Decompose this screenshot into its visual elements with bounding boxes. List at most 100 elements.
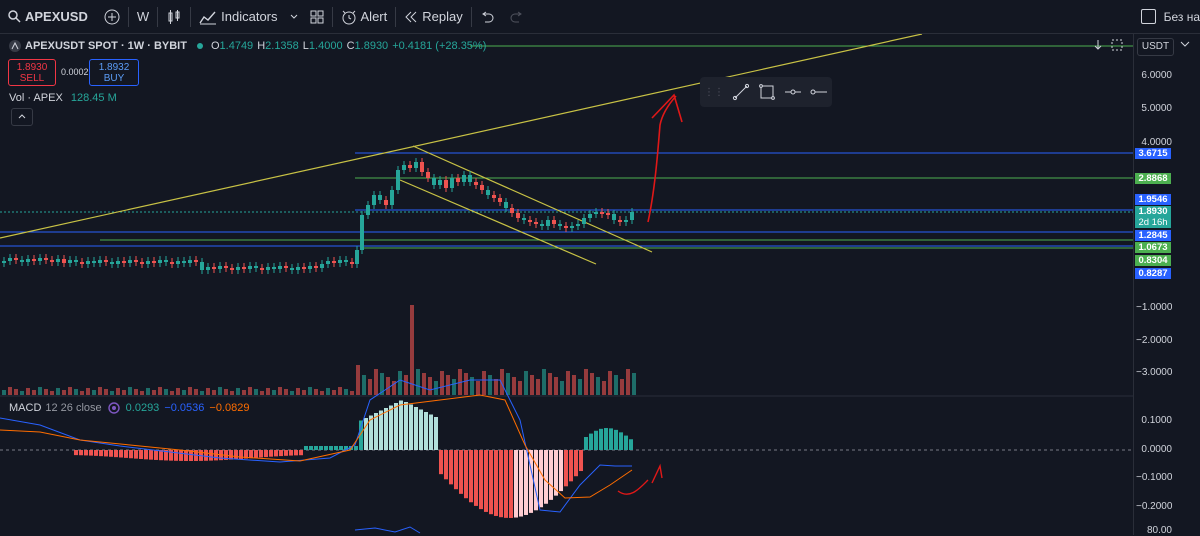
replay-button[interactable]: Replay	[396, 0, 470, 33]
histogram-bar	[214, 450, 218, 461]
redo-button[interactable]	[502, 0, 532, 33]
trendline-tool-icon[interactable]	[732, 83, 750, 101]
volume-bar	[134, 389, 138, 395]
drag-handle-icon[interactable]: ⋮⋮	[704, 86, 724, 98]
chevron-down-icon[interactable]	[1180, 40, 1190, 48]
volume-bar	[464, 373, 468, 395]
histogram-bar	[179, 450, 183, 461]
price-chart[interactable]	[0, 34, 1133, 535]
histogram-bar	[564, 450, 568, 487]
volume-bar	[578, 379, 582, 395]
interval-button[interactable]: W	[129, 0, 157, 33]
legend-low: 1.4000	[308, 40, 343, 52]
collapse-legend-button[interactable]	[11, 108, 33, 126]
histogram-bar	[79, 450, 83, 456]
volume-bar	[284, 389, 288, 395]
histogram-bar	[184, 450, 188, 461]
volume-bar	[254, 389, 258, 395]
channel-line-lower[interactable]	[399, 179, 597, 265]
drawing-toolbar[interactable]: ⋮⋮	[700, 77, 832, 107]
legend-open: 1.4749	[219, 40, 254, 52]
histogram-bar	[319, 446, 323, 450]
chart-type-button[interactable]	[158, 0, 190, 33]
sell-button[interactable]: 1.8930 SELL	[8, 59, 56, 86]
histogram-bar	[284, 450, 288, 456]
candle-body	[164, 260, 168, 262]
histogram-bar	[499, 450, 503, 518]
last-price-label: 1.8930	[1135, 206, 1171, 217]
download-icon[interactable]	[1092, 38, 1104, 52]
macd-label[interactable]: MACD	[9, 402, 42, 414]
alert-button[interactable]: Alert	[333, 0, 396, 33]
candle-body	[128, 260, 132, 263]
volume-bar	[212, 390, 216, 395]
layout-button[interactable]	[302, 0, 332, 33]
volume-bar	[8, 387, 12, 395]
macd-settings-icon[interactable]	[107, 402, 120, 414]
candle-body	[468, 175, 472, 182]
legend-title[interactable]: APEXUSDT SPOT · 1W · BYBIT	[25, 40, 187, 52]
histogram-bar	[414, 407, 418, 450]
scale-tick: −0.1000	[1136, 472, 1173, 483]
volume-bar	[230, 391, 234, 395]
horizontal-ray-tool-icon[interactable]	[810, 83, 828, 101]
candle-body	[212, 267, 216, 269]
candle-body	[414, 162, 418, 168]
candle-body	[558, 224, 562, 226]
candle-body	[194, 260, 198, 262]
price-scale[interactable]	[1133, 34, 1200, 535]
volume-bar	[344, 389, 348, 395]
buy-button[interactable]: 1.8932 BUY	[89, 59, 139, 86]
volume-legend: Vol · APEX 128.45 M	[9, 92, 117, 104]
volume-bar	[392, 381, 396, 395]
symbol-logo-icon	[9, 40, 21, 52]
macd-histogram-value: 0.0293	[125, 402, 160, 414]
histogram-bar	[574, 450, 578, 477]
channel-line-upper[interactable]	[412, 145, 653, 253]
candle-body	[200, 262, 204, 270]
candle-body	[98, 260, 102, 263]
candle-body	[170, 262, 174, 264]
histogram-bar	[109, 450, 113, 457]
spread-value: 0.0002	[61, 67, 89, 77]
volume-bar	[506, 373, 510, 395]
annotation-arrowhead	[651, 93, 683, 123]
compare-symbol-button[interactable]	[96, 0, 128, 33]
volume-bar	[152, 390, 156, 395]
candle-body	[74, 260, 78, 262]
trendline[interactable]	[0, 34, 923, 239]
volume-bar	[386, 377, 390, 395]
interval-label: W	[136, 9, 150, 24]
volume-label[interactable]: Vol · APEX	[9, 92, 63, 104]
candle-body	[630, 212, 634, 220]
candle-body	[50, 260, 54, 262]
indicators-button[interactable]: Indicators	[191, 0, 285, 33]
volume-bar	[26, 388, 30, 395]
candle-body	[56, 259, 60, 262]
symbol-search-button[interactable]: APEXUSD	[0, 0, 96, 33]
histogram-bar	[504, 450, 508, 518]
indicators-dropdown[interactable]	[286, 0, 302, 33]
histogram-bar	[249, 450, 253, 459]
volume-bar	[218, 387, 222, 395]
histogram-bar	[509, 450, 513, 518]
add-circle-icon	[104, 9, 120, 24]
histogram-bar	[514, 450, 518, 518]
rectangle-tool-icon[interactable]	[758, 83, 776, 101]
checkbox[interactable]	[1140, 9, 1156, 24]
volume-bar	[32, 390, 36, 395]
histogram-bar	[604, 428, 608, 450]
horizontal-line-tool-icon[interactable]	[784, 83, 802, 101]
volume-bar	[452, 379, 456, 395]
candle-body	[576, 224, 580, 226]
undo-button[interactable]	[472, 0, 502, 33]
scale-tick: 0.0000	[1141, 444, 1172, 455]
candles	[2, 158, 634, 274]
candle-body	[390, 190, 394, 205]
fullscreen-icon[interactable]	[1110, 38, 1124, 52]
volume-bar	[398, 371, 402, 395]
volume-bar	[380, 373, 384, 395]
scale-tick: 4.0000	[1141, 137, 1172, 148]
candle-body	[290, 268, 294, 270]
currency-selector[interactable]: USDT	[1137, 38, 1174, 56]
